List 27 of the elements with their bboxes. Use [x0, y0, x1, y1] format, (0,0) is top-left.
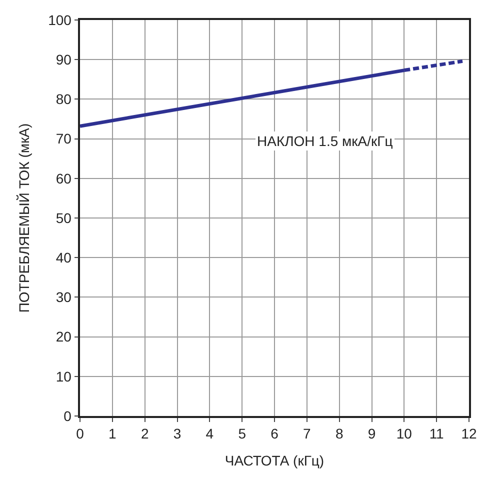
- x-tick-label: 1: [108, 426, 117, 442]
- y-tick-label: 30: [56, 289, 72, 306]
- y-tick-label: 10: [56, 368, 72, 384]
- y-tick-label: 40: [56, 250, 72, 266]
- y-axis-title: ПОТРЕБЛЯЕМЫЙ ТОК (мкА): [16, 123, 32, 313]
- y-tick-label: 50: [56, 210, 72, 226]
- x-tick-label: 6: [270, 426, 279, 442]
- y-tick-label: 60: [56, 170, 72, 186]
- y-tick-label: 0: [64, 408, 72, 424]
- x-tick-label: 2: [140, 426, 149, 442]
- x-tick-label: 12: [461, 426, 477, 442]
- x-tick-label: 11: [429, 426, 444, 442]
- x-tick-label: 10: [396, 426, 412, 442]
- y-tick-label: 20: [56, 328, 72, 345]
- x-tick-label: 8: [335, 426, 344, 442]
- x-tick-label: 9: [368, 426, 376, 442]
- y-tick-label: 80: [56, 91, 72, 108]
- x-tick-label: 4: [206, 426, 214, 442]
- y-tick-label: 90: [56, 52, 72, 68]
- x-axis-title: ЧАСТОТА (кГц): [224, 452, 324, 468]
- x-tick-label: 5: [238, 426, 246, 442]
- x-tick-label: 7: [303, 426, 312, 442]
- y-tick-label: 100: [48, 12, 72, 28]
- x-tick-label: 0: [76, 426, 84, 442]
- x-tick-label: 3: [173, 426, 182, 442]
- annotation: НАКЛОН 1.5 мкА/кГц: [257, 133, 393, 149]
- y-tick-label: 70: [56, 130, 72, 147]
